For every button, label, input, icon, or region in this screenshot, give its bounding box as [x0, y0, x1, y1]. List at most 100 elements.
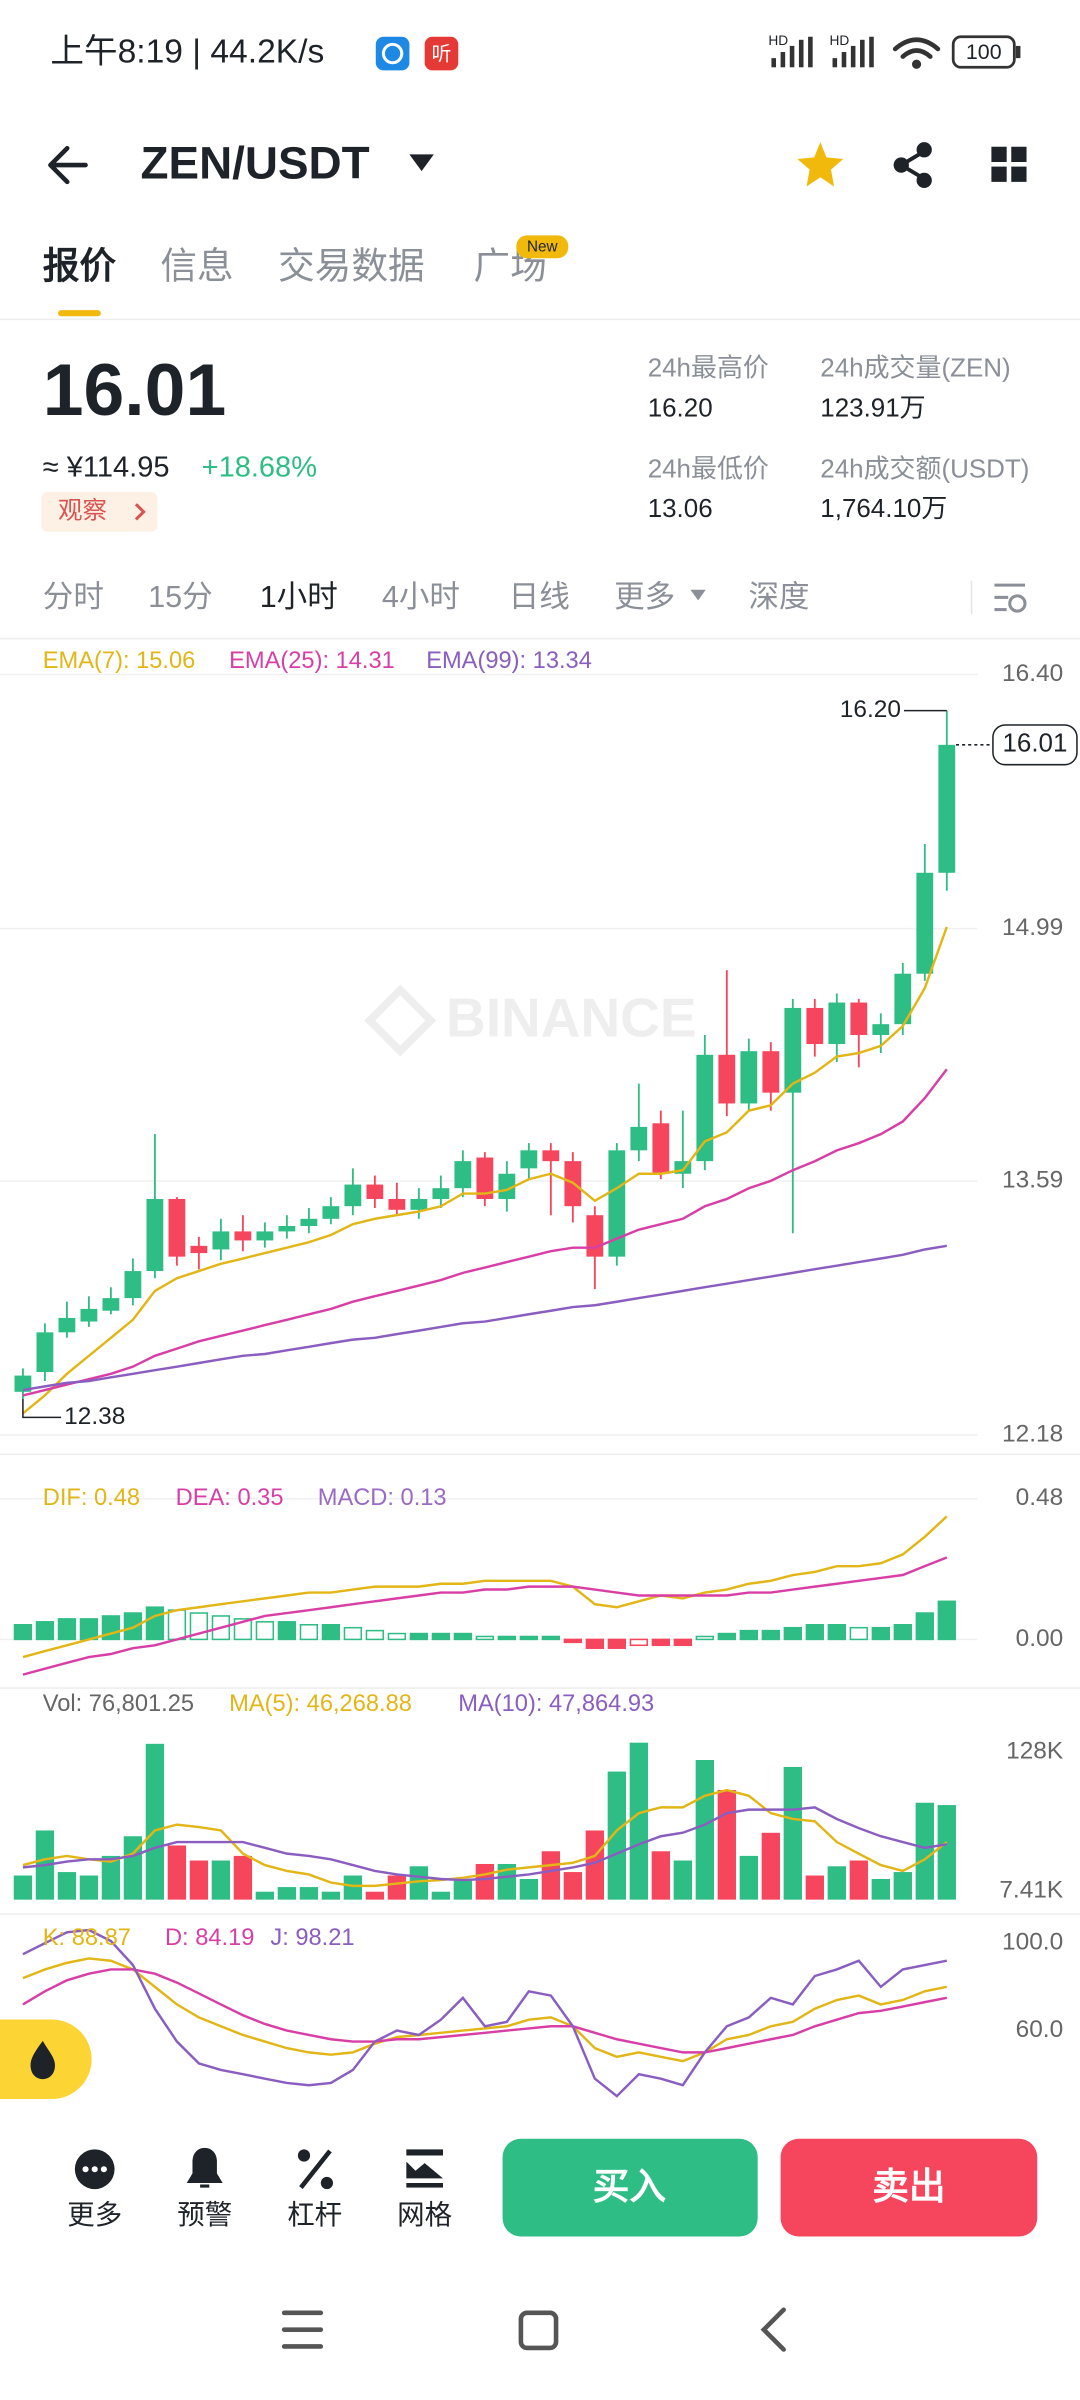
layout-button[interactable]	[991, 146, 1027, 182]
interval[interactable]: 更多	[614, 580, 675, 614]
candle-body	[630, 1126, 648, 1151]
sell-label[interactable]: 卖出	[872, 2166, 945, 2207]
pair-title[interactable]: ZEN/USDT	[141, 138, 370, 189]
volume-bar	[717, 1790, 736, 1900]
macd-bar	[123, 1612, 143, 1641]
volume-bar	[915, 1802, 934, 1900]
indicator-line	[22, 1806, 947, 1882]
signal	[771, 36, 813, 68]
interval[interactable]: 1小时	[260, 580, 338, 614]
candle-body	[454, 1161, 472, 1189]
tab[interactable]: 交易数据	[278, 246, 425, 287]
tab[interactable]: 信息	[160, 246, 233, 287]
indicator-line	[22, 926, 948, 1415]
macd-bar	[343, 1626, 363, 1641]
back-button[interactable]	[48, 145, 88, 185]
interval[interactable]: 分时	[43, 580, 104, 614]
macd-bar	[387, 1632, 407, 1641]
buy-button[interactable]	[502, 2138, 758, 2237]
volume-bar	[123, 1836, 143, 1900]
macd-bar	[145, 1606, 165, 1641]
volume-bar	[739, 1855, 758, 1900]
volume-bar	[849, 1860, 868, 1900]
tab[interactable]: 报价	[43, 246, 117, 287]
stat-label: 24h成交量(ZEN)	[820, 353, 1010, 383]
sell-button[interactable]	[780, 2138, 1038, 2237]
grid-icon[interactable]	[406, 2149, 443, 2188]
volume-bar	[585, 1830, 605, 1900]
candle-body	[938, 744, 956, 873]
indicator-line	[22, 1515, 948, 1659]
candle-body	[784, 1007, 802, 1093]
new-badge	[516, 235, 569, 259]
watermark-text: BINANCE	[446, 987, 696, 1049]
watch-label[interactable]: 观察	[58, 496, 107, 524]
buy-label[interactable]: 买入	[593, 2166, 667, 2207]
macd-bar	[717, 1632, 736, 1641]
candle-body	[498, 1173, 516, 1199]
macd-bar	[365, 1629, 385, 1641]
plot-area	[0, 1498, 978, 1676]
low-marker	[22, 1399, 62, 1419]
macd-bar	[783, 1626, 802, 1641]
y-tick-label: 100.0	[1002, 1929, 1063, 1956]
stat-label: 24h成交额(USDT)	[820, 453, 1029, 483]
candle-body	[124, 1271, 142, 1299]
leverage-icon[interactable]	[297, 2149, 334, 2190]
volume-bar	[387, 1875, 407, 1900]
stat-value: 16.20	[648, 392, 713, 422]
nav-back[interactable]	[760, 2307, 786, 2352]
legend-entry: DIF: 0.48	[43, 1485, 140, 1511]
volume-bar	[453, 1878, 473, 1900]
volume-bar	[541, 1851, 561, 1900]
macd-bar	[695, 1635, 714, 1641]
legend-entry: K: 88.87	[43, 1925, 131, 1951]
volume-bar	[783, 1766, 802, 1900]
toolbar-label[interactable]: 更多	[67, 2199, 122, 2230]
volume-bar	[761, 1832, 780, 1900]
interval[interactable]: 15分	[148, 580, 213, 614]
candle-body	[608, 1150, 626, 1257]
candle-body	[476, 1157, 494, 1199]
candle-body	[916, 872, 934, 974]
nav-home[interactable]	[518, 2310, 559, 2351]
candle-body	[366, 1184, 384, 1199]
more-dots	[82, 2166, 107, 2173]
app-icon	[424, 36, 459, 71]
macd-bar	[541, 1635, 561, 1641]
share-button[interactable]	[893, 142, 932, 188]
pair-dropdown[interactable]	[409, 154, 434, 172]
volume-bar	[233, 1855, 253, 1900]
toolbar-label[interactable]: 预警	[177, 2199, 232, 2230]
volume-bar	[519, 1878, 539, 1900]
status-time: 上午8:19 | 44.2K/s	[50, 32, 324, 70]
macd-bar	[13, 1623, 33, 1641]
volume-bar	[277, 1887, 297, 1900]
candle-body	[344, 1184, 362, 1207]
candle-body	[234, 1231, 252, 1241]
macd-bar	[255, 1621, 275, 1641]
interval[interactable]: 深度	[749, 580, 810, 614]
interval[interactable]: 日线	[509, 580, 570, 614]
volume-bar	[805, 1875, 824, 1900]
chart-settings[interactable]	[994, 583, 1027, 613]
alert-icon[interactable]	[186, 2147, 223, 2188]
toolbar-label[interactable]: 杠杆	[287, 2199, 342, 2230]
stat-label: 24h最高价	[648, 353, 769, 383]
legend-entry: Vol: 76,801.25	[43, 1691, 194, 1717]
more-dropdown[interactable]	[690, 589, 706, 601]
volume-bar	[255, 1891, 275, 1900]
macd-bar	[475, 1635, 495, 1641]
flame-icon	[30, 2040, 55, 2080]
macd-bar	[849, 1626, 868, 1641]
favorite-star[interactable]	[797, 142, 844, 187]
price-change: +18.68%	[202, 452, 317, 484]
watch-pill[interactable]	[41, 491, 158, 532]
toolbar-label[interactable]: 网格	[397, 2199, 452, 2230]
nav-menu[interactable]	[281, 2310, 324, 2349]
volume-bar	[695, 1760, 714, 1900]
candle-body	[14, 1375, 32, 1392]
candle-body	[278, 1226, 296, 1232]
interval[interactable]: 4小时	[382, 580, 460, 614]
